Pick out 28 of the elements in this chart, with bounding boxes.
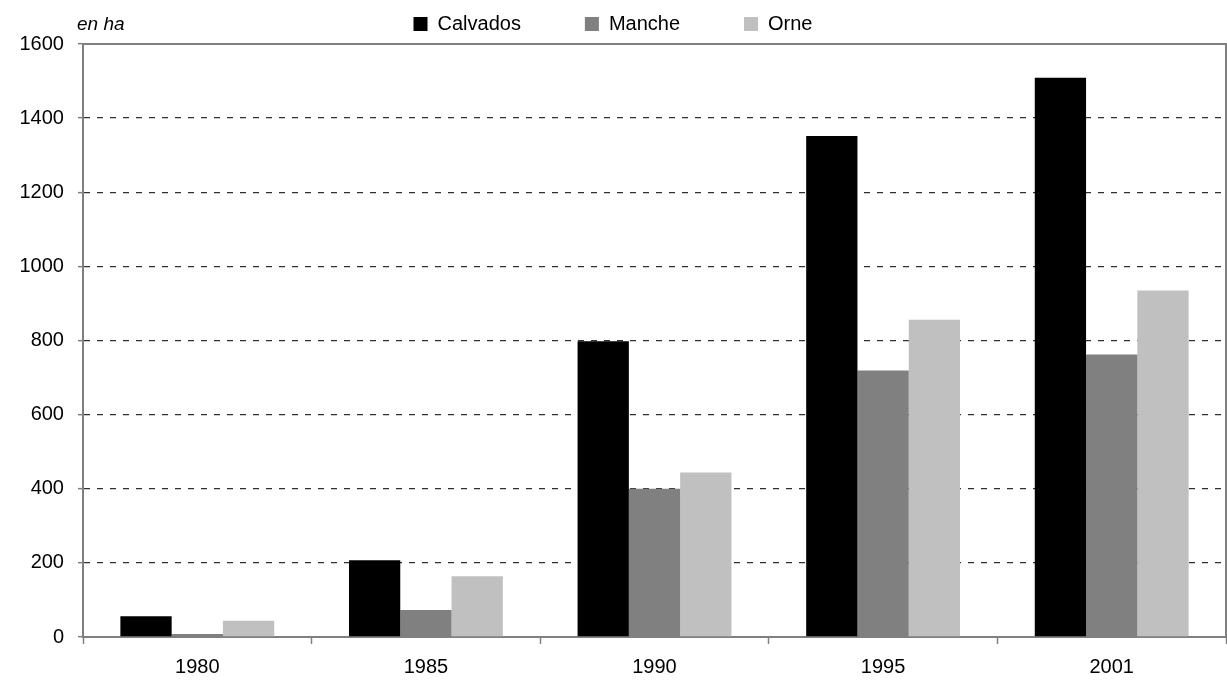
bar xyxy=(451,576,503,637)
x-tick-label: 1990 xyxy=(632,654,677,677)
x-tick-label: 1995 xyxy=(860,654,906,677)
bar xyxy=(222,620,275,637)
y-tick-label: 800 xyxy=(30,328,64,351)
bar xyxy=(1137,290,1189,637)
x-tick-label: 2001 xyxy=(1089,654,1134,677)
y-axis-title: en ha xyxy=(77,13,125,35)
y-tick-label: 200 xyxy=(30,550,64,573)
bar xyxy=(120,616,172,637)
x-tick-label: 1985 xyxy=(403,654,449,677)
y-tick-label: 1400 xyxy=(19,105,64,128)
y-tick-label: 1600 xyxy=(19,31,64,54)
x-tick-label: 1980 xyxy=(175,654,220,677)
y-tick-label: 600 xyxy=(30,402,64,425)
y-tick-label: 1200 xyxy=(19,179,64,202)
bar xyxy=(806,135,858,637)
bar xyxy=(577,341,629,637)
legend-label: Orne xyxy=(768,11,813,34)
bar xyxy=(348,560,401,637)
y-tick-label: 400 xyxy=(30,476,64,499)
bar xyxy=(680,472,732,637)
y-tick-label: 0 xyxy=(52,624,64,647)
legend-label: Manche xyxy=(608,11,681,34)
bar xyxy=(1034,77,1087,637)
bar xyxy=(908,319,961,637)
y-tick-label: 1000 xyxy=(19,253,64,276)
legend-label: Calvados xyxy=(437,11,521,34)
